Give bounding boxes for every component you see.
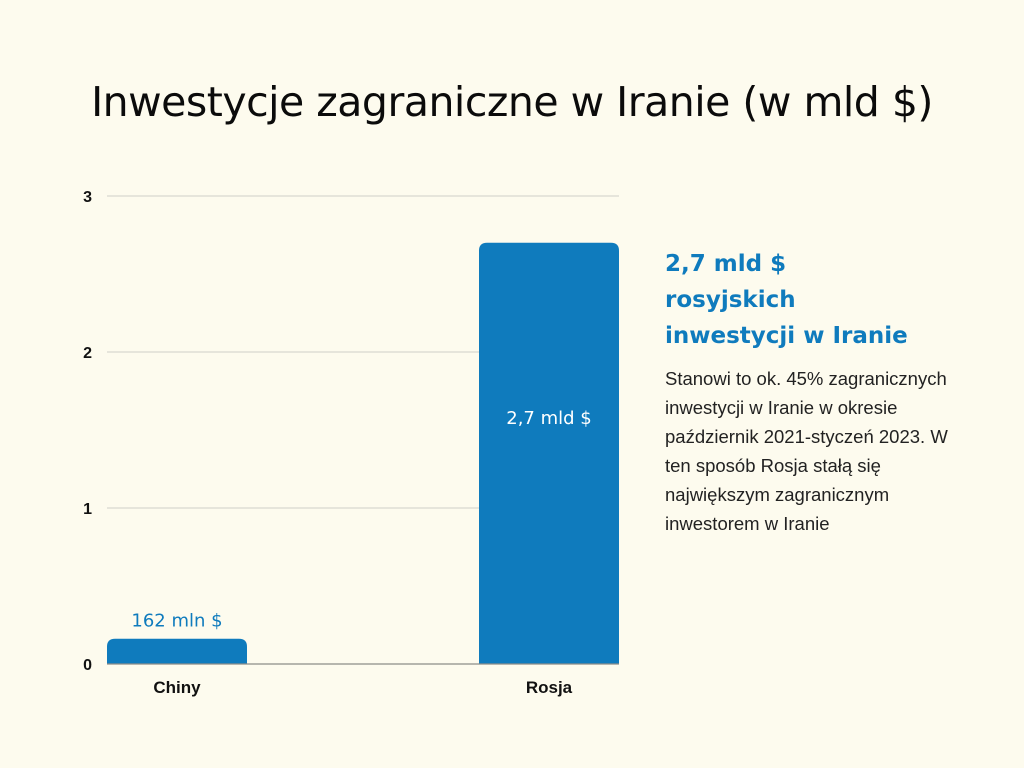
bar-chiny (107, 638, 247, 664)
y-tick-label: 1 (83, 501, 92, 518)
y-tick-label: 0 (83, 657, 92, 674)
side-heading-line: 2,7 mld $ (665, 251, 787, 277)
side-heading-line: inwestycji w Iranie (665, 323, 908, 349)
x-category-label: Rosja (526, 678, 573, 697)
side-panel: 2,7 mld $ rosyjskich inwestycji w Iranie… (665, 246, 955, 538)
y-tick-label: 3 (83, 189, 92, 206)
side-heading: 2,7 mld $ rosyjskich inwestycji w Iranie (665, 246, 955, 354)
side-description: Stanowi to ok. 45% zagranicznych inwesty… (665, 368, 948, 534)
data-label: 162 mln $ (131, 611, 222, 632)
data-label: 2,7 mld $ (506, 408, 591, 429)
side-heading-line: rosyjskich (665, 287, 796, 313)
page-title: Inwestycje zagraniczne w Iranie (w mld $… (91, 78, 933, 126)
x-category-label: Chiny (153, 678, 201, 697)
bar-rosja (479, 242, 619, 665)
y-tick-label: 2 (83, 345, 92, 362)
